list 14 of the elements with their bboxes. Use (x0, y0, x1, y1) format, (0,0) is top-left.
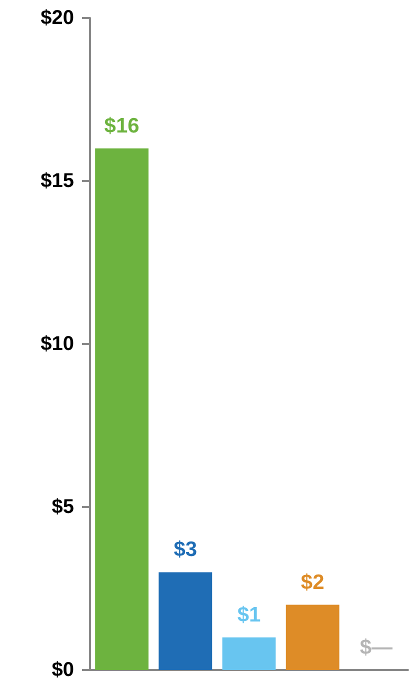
y-tick-label: $5 (52, 496, 74, 518)
bar (222, 637, 276, 670)
data-label: $2 (300, 570, 324, 594)
data-label: $16 (104, 114, 140, 138)
bar (158, 572, 212, 670)
y-tick-label: $15 (40, 170, 74, 192)
y-tick-label: $20 (40, 7, 74, 29)
bar (95, 148, 149, 670)
data-label: $— (360, 636, 393, 659)
y-tick-label: $0 (52, 659, 74, 681)
data-label: $3 (174, 538, 198, 562)
data-label: $1 (237, 603, 261, 626)
y-tick-label: $10 (40, 333, 74, 355)
bar (286, 604, 340, 670)
